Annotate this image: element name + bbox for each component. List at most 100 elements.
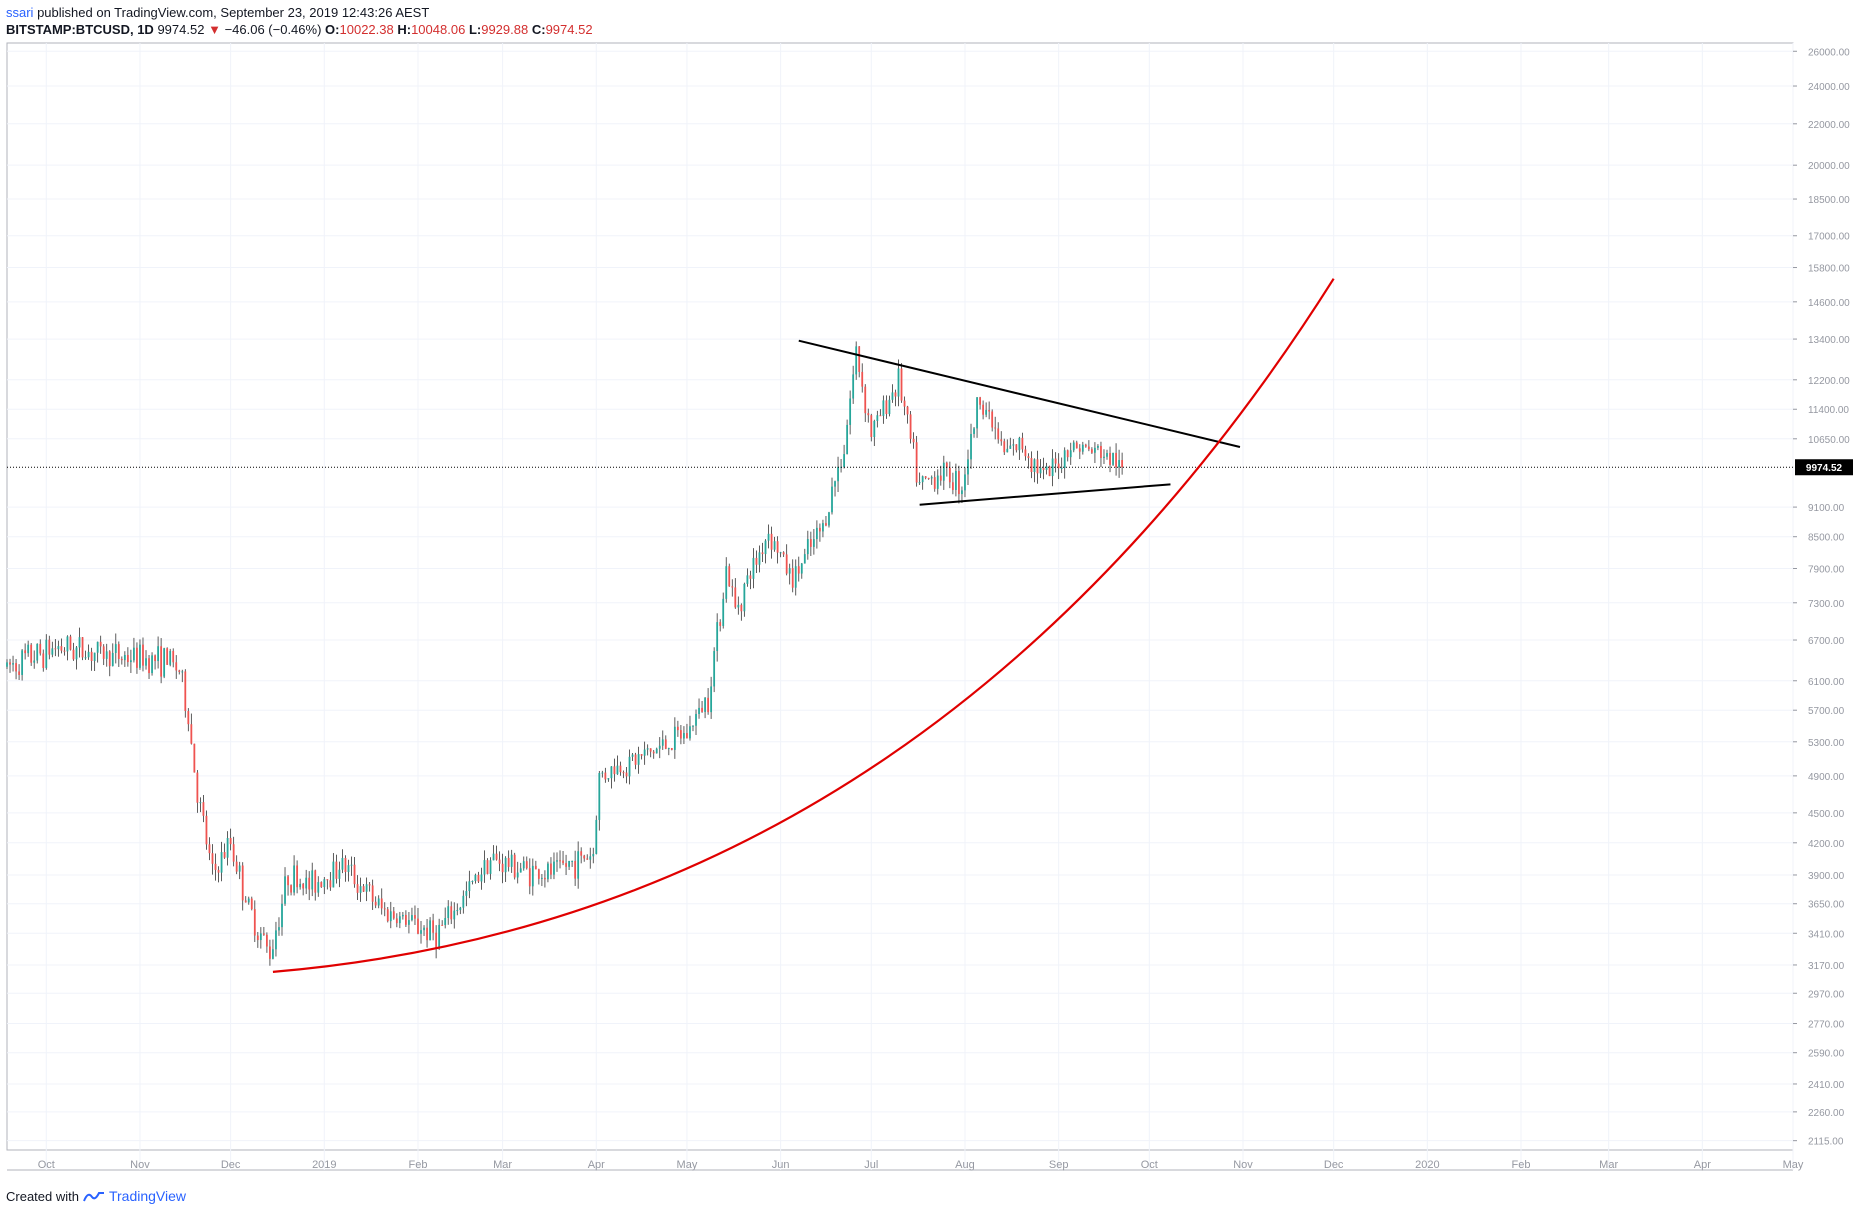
candle-up [45, 639, 48, 668]
candle-up [401, 914, 404, 917]
price-tick-label: 18500.00 [1808, 195, 1850, 206]
change-down-icon: ▼ [208, 22, 221, 37]
candle-up [976, 397, 978, 429]
tradingview-brand-link[interactable]: TradingView [108, 1188, 187, 1204]
candle-down [329, 880, 332, 888]
candle-down [320, 882, 323, 888]
candle-up [123, 654, 126, 661]
author-link[interactable]: ssari [6, 5, 34, 20]
candle-down [858, 346, 861, 372]
candle-down [102, 646, 105, 659]
candle-up [438, 924, 441, 948]
candle-up [199, 802, 202, 804]
candle-up [429, 920, 431, 941]
candle-down [900, 368, 903, 401]
candle-up [151, 655, 153, 674]
candle-down [634, 754, 637, 765]
candle-down [392, 911, 395, 919]
candle-down [988, 410, 991, 412]
candle-up [1106, 453, 1108, 457]
candle-down [383, 908, 386, 910]
candle-up [921, 476, 924, 483]
candle-down [99, 641, 102, 647]
candle-down [933, 477, 936, 489]
candle-up [610, 766, 613, 779]
time-tick-label: Feb [1512, 1159, 1531, 1171]
candle-up [888, 399, 891, 415]
candle-down [432, 920, 435, 933]
candle-up [658, 745, 661, 749]
candle-down [982, 404, 985, 415]
price-axis: 2115.00 2260.00 2410.00 2590.00 2770.00 2970.… [1793, 47, 1853, 1148]
candle-up [716, 622, 719, 652]
candle-up [806, 539, 809, 555]
candle-up [897, 368, 900, 397]
candle-up [667, 748, 670, 750]
price-tick-label: 8500.00 [1808, 533, 1845, 544]
candle-down [562, 860, 564, 864]
candle-down [314, 870, 317, 893]
created-with-label: Created with [6, 1188, 79, 1204]
candle-down [501, 863, 504, 873]
time-tick-label: Mar [493, 1159, 512, 1171]
candle-down [90, 651, 93, 661]
candle-down [580, 851, 583, 856]
candle-down [537, 869, 540, 879]
time-tick-label: Dec [221, 1159, 241, 1171]
candle-down [534, 865, 537, 870]
candle-down [30, 644, 33, 663]
candle-up [1103, 456, 1105, 458]
candle-up [964, 474, 966, 491]
candle-down [776, 541, 779, 553]
candle-up [1045, 466, 1048, 470]
candle-up [743, 583, 746, 612]
candle-down [912, 438, 915, 443]
low-value: 9929.88 [481, 22, 529, 37]
candle-down [48, 639, 51, 655]
candle-down [39, 643, 42, 654]
candlestick-series [6, 341, 1124, 966]
publish-text: published on TradingView.com, September … [37, 5, 430, 20]
candle-down [205, 815, 208, 845]
candle-down [870, 415, 873, 438]
price-tick-label: 2970.00 [1808, 989, 1845, 1000]
candle-up [468, 881, 471, 892]
candle-down [386, 909, 389, 922]
candle-down [208, 844, 211, 854]
candle-up [389, 911, 392, 922]
candle-down [214, 863, 217, 870]
time-tick-label: Aug [955, 1159, 975, 1171]
candle-down [18, 671, 20, 675]
time-tick-label: 2019 [312, 1159, 336, 1171]
publish-info: ssari published on TradingView.com, Sept… [6, 5, 429, 20]
candle-down [885, 400, 888, 415]
candle-down [1015, 444, 1018, 451]
candle-up [1094, 447, 1096, 453]
time-tick-label: Sep [1049, 1159, 1069, 1171]
candle-up [695, 713, 697, 726]
candle-up [589, 856, 592, 860]
price-tick-label: 4500.00 [1808, 809, 1845, 820]
candle-up [831, 486, 833, 513]
candle-down [380, 898, 383, 909]
candle-down [1087, 446, 1090, 450]
candle-up [1051, 458, 1054, 477]
price-tick-label: 10650.00 [1808, 435, 1850, 446]
candle-down [24, 650, 27, 654]
time-tick-label: Nov [1233, 1159, 1253, 1171]
candle-up [601, 772, 604, 774]
time-tick-label: 2020 [1415, 1159, 1439, 1171]
price-tick-label: 6100.00 [1808, 677, 1845, 688]
candle-up [961, 490, 963, 495]
candle-down [166, 648, 169, 665]
candle-up [846, 424, 849, 455]
price-tick-label: 2115.00 [1808, 1137, 1844, 1148]
candle-down [507, 857, 510, 867]
candle-down [528, 868, 531, 887]
price-tick-label: 2770.00 [1808, 1020, 1845, 1031]
candle-down [495, 853, 498, 860]
candle-down [223, 852, 226, 858]
candle-down [991, 411, 994, 428]
candle-down [559, 860, 561, 862]
